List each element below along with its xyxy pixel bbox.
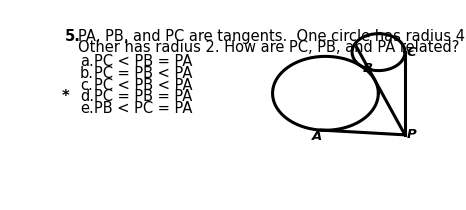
Text: B: B [363, 62, 372, 75]
Text: Other has radius 2. How are PC, PB, and PA related?: Other has radius 2. How are PC, PB, and … [78, 40, 460, 55]
Text: c.: c. [80, 77, 93, 93]
Text: e.: e. [80, 101, 94, 116]
Text: d.: d. [80, 89, 94, 104]
Text: *: * [62, 89, 69, 104]
Text: PC = PB = PA: PC = PB = PA [94, 89, 192, 104]
Text: C: C [406, 46, 416, 59]
Text: PC < PB = PA: PC < PB = PA [94, 54, 192, 70]
Text: PB < PC = PA: PB < PC = PA [94, 101, 192, 116]
Text: PA, PB, and PC are tangents.  One circle has radius 4; the: PA, PB, and PC are tangents. One circle … [78, 29, 466, 44]
Text: 5.: 5. [64, 29, 80, 44]
Text: PC < PB < PA: PC < PB < PA [94, 77, 192, 93]
Text: P: P [406, 128, 416, 141]
Text: b.: b. [80, 66, 94, 81]
Text: A: A [312, 130, 322, 143]
Text: PC = PB < PA: PC = PB < PA [94, 66, 192, 81]
Text: a.: a. [80, 54, 94, 70]
